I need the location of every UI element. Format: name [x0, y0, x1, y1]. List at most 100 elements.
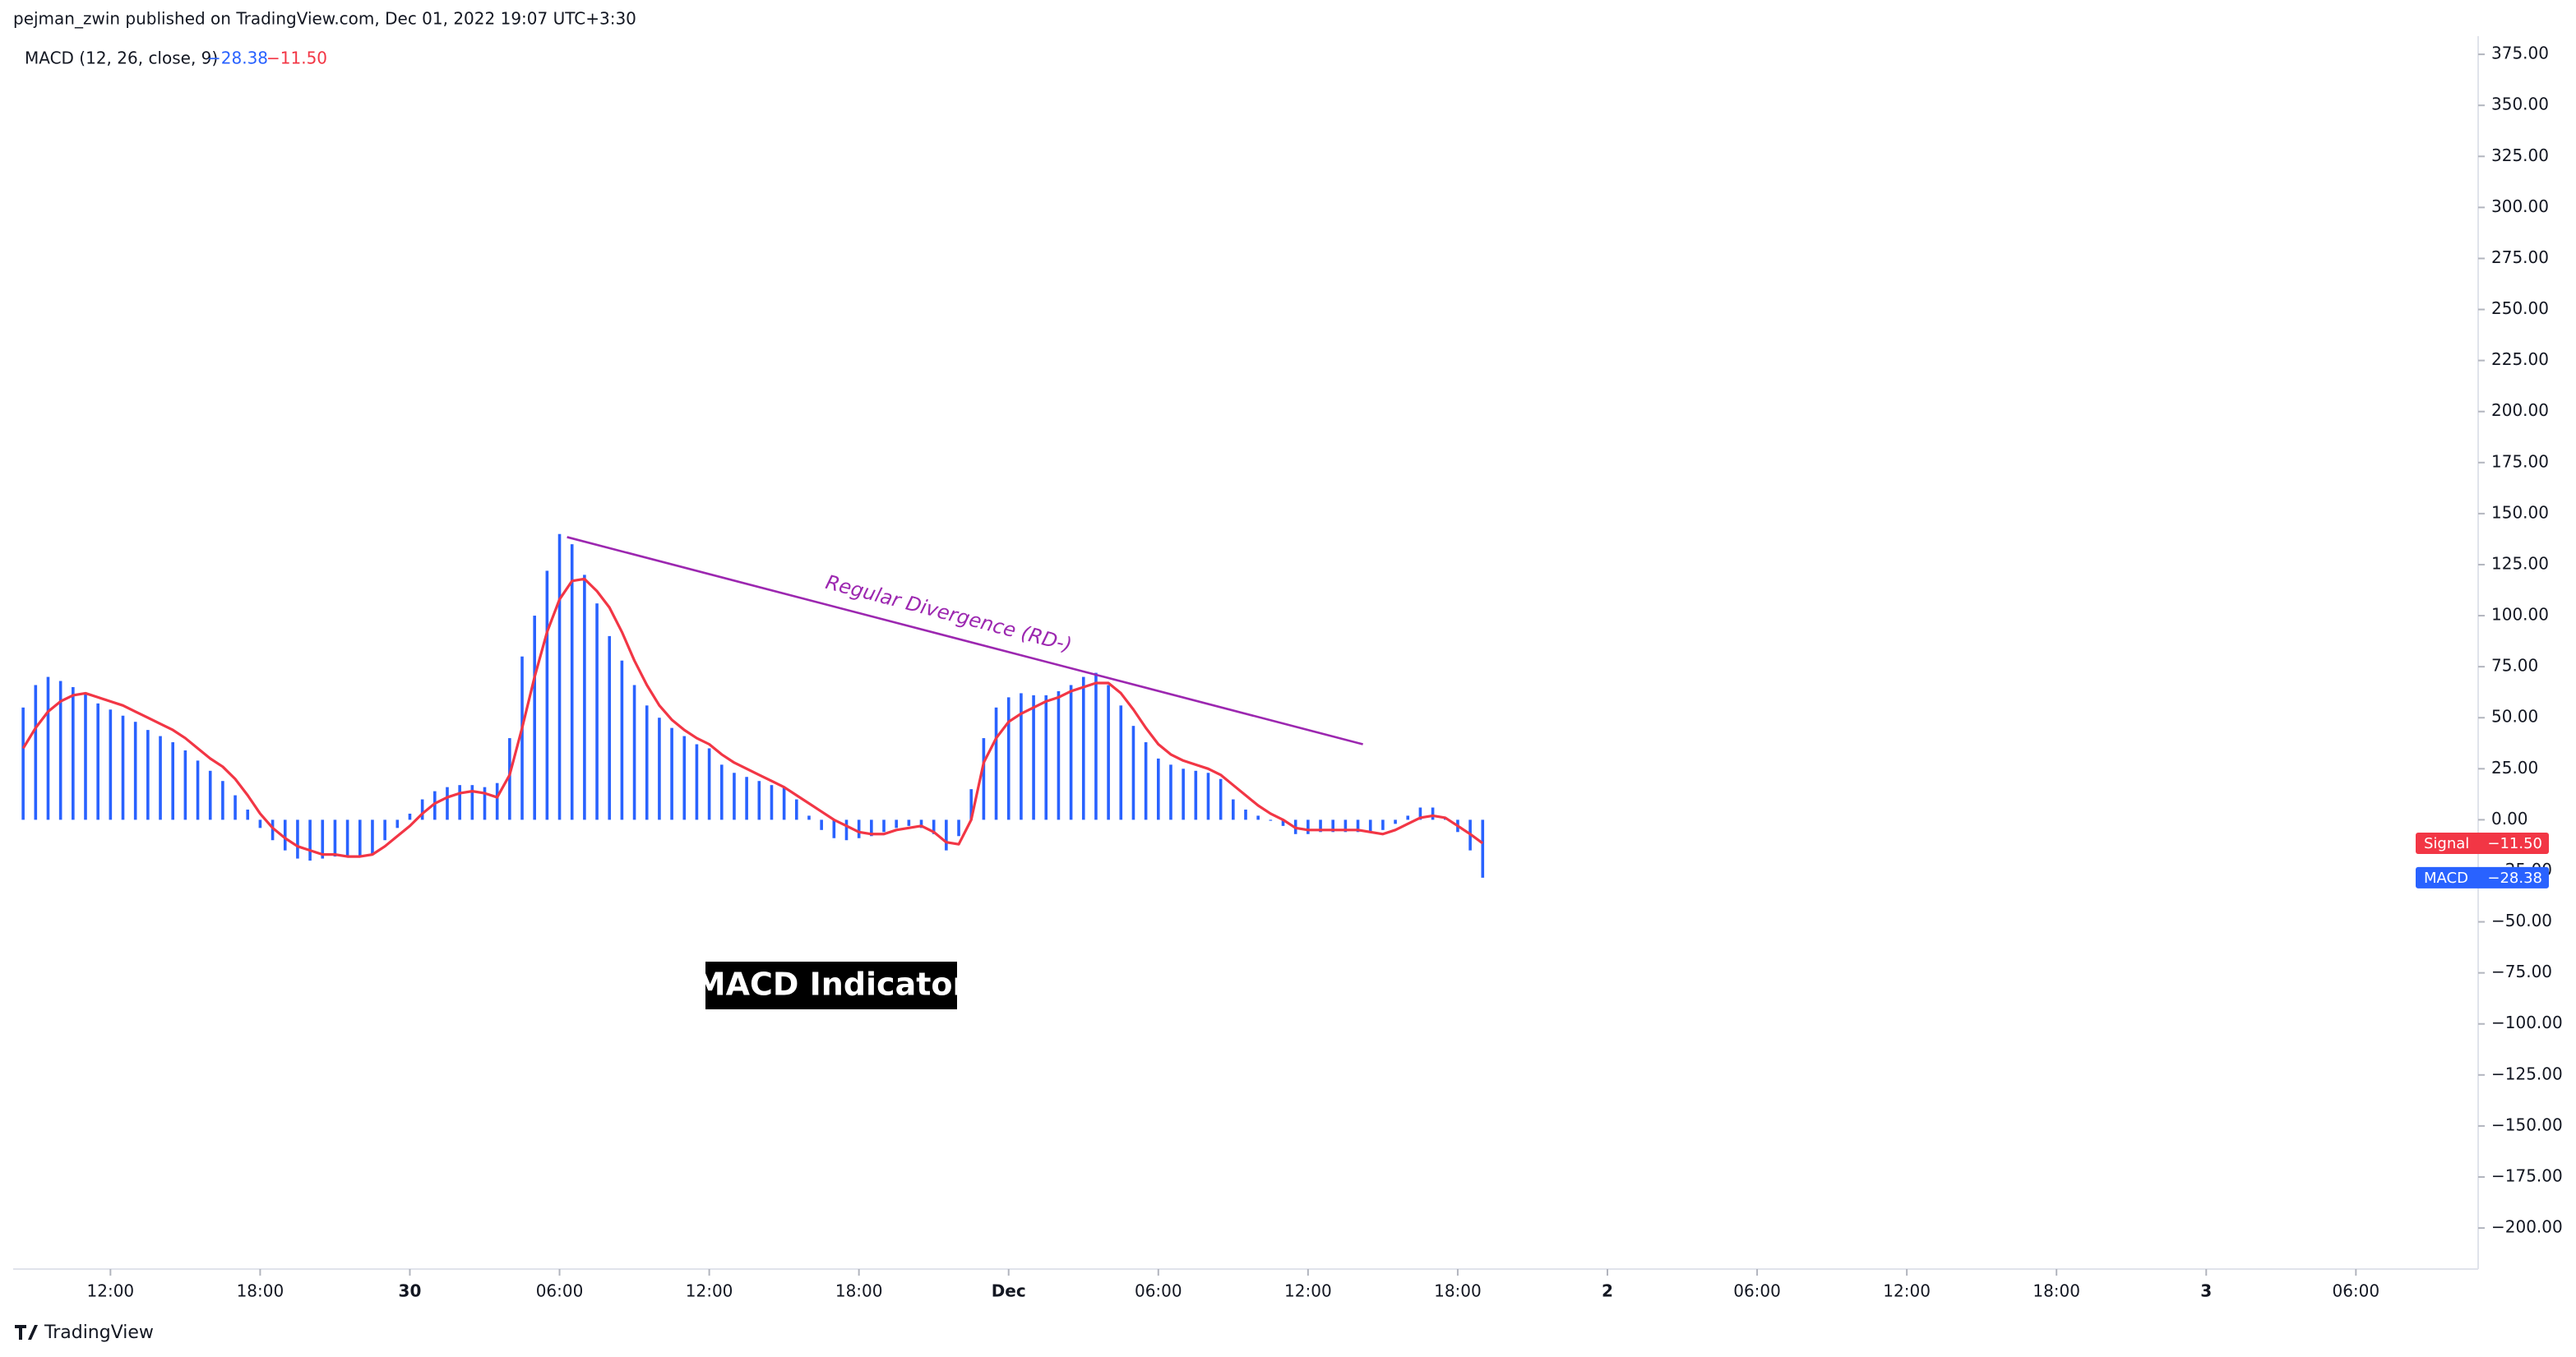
histogram-bar	[1418, 807, 1422, 820]
x-tick-label: 12:00	[686, 1281, 733, 1301]
label-box-text: MACD Indicator	[695, 967, 969, 1003]
y-tick-label: 75.00	[2491, 656, 2538, 676]
histogram-bar	[1232, 799, 1235, 820]
histogram-bar	[495, 782, 499, 820]
histogram-bar	[308, 819, 312, 861]
histogram-bar	[832, 819, 836, 838]
histogram-bar	[645, 705, 649, 820]
histogram-bar	[446, 787, 449, 820]
y-tick-label: −150.00	[2491, 1115, 2563, 1134]
histogram-bar	[520, 656, 524, 820]
histogram-bar	[1219, 778, 1223, 820]
histogram-bar	[1032, 695, 1035, 820]
histogram-bar	[1156, 758, 1160, 820]
y-tick-label: 50.00	[2491, 707, 2538, 727]
y-tick-label: 125.00	[2491, 553, 2549, 573]
y-tick-label: 150.00	[2491, 502, 2549, 522]
histogram-bar	[1343, 819, 1348, 833]
histogram-bar	[795, 799, 798, 820]
price-tag	[2416, 832, 2549, 854]
histogram-bar	[545, 570, 549, 820]
histogram-bar	[171, 742, 175, 820]
plot: 375.00350.00325.00300.00275.00250.00225.…	[21, 44, 2563, 1301]
histogram-bar	[221, 781, 224, 820]
histogram-bar	[1306, 819, 1310, 834]
histogram-bar	[458, 785, 461, 820]
histogram-bar	[1144, 742, 1148, 820]
histogram-bar	[1182, 769, 1185, 820]
histogram-bar	[857, 819, 861, 838]
x-tick-label: 30	[399, 1281, 422, 1301]
histogram-bar	[1006, 697, 1011, 820]
y-tick-label: 200.00	[2491, 400, 2549, 420]
y-tick-label: 375.00	[2491, 44, 2549, 63]
histogram-bar	[296, 819, 299, 859]
histogram-bar	[733, 773, 736, 820]
histogram-bar	[719, 764, 724, 820]
histogram-bar	[1044, 695, 1048, 820]
histogram-bar	[1331, 819, 1335, 833]
price-tag-name: Signal	[2424, 835, 2469, 852]
histogram-bar	[1406, 815, 1410, 820]
histogram-bar	[383, 819, 386, 841]
trendline	[567, 536, 1363, 745]
histogram-bar	[1057, 690, 1061, 820]
histogram-bar	[1281, 819, 1285, 826]
x-tick-label: 06:00	[2332, 1281, 2379, 1301]
histogram-bar	[1081, 676, 1085, 820]
histogram-bar	[682, 736, 687, 820]
histogram-bar	[632, 685, 636, 820]
y-tick-label: −100.00	[2491, 1013, 2563, 1032]
histogram-bar	[583, 575, 586, 820]
x-tick-label: Dec	[992, 1281, 1026, 1301]
histogram-bar	[820, 819, 823, 830]
histogram-bar	[932, 819, 936, 834]
y-tick-label: 325.00	[2491, 145, 2549, 165]
histogram-bar	[121, 715, 125, 820]
histogram-bar	[608, 635, 612, 820]
y-tick-label: −200.00	[2491, 1217, 2563, 1237]
histogram-bar	[508, 738, 511, 820]
histogram-bar	[1020, 693, 1023, 820]
x-tick-label: 18:00	[1434, 1281, 1482, 1301]
logo	[15, 1325, 38, 1340]
x-tick-label: 3	[2200, 1281, 2212, 1301]
histogram-bar	[757, 781, 761, 820]
histogram-bar	[1194, 770, 1198, 820]
histogram-bar	[1356, 819, 1360, 833]
histogram-bar	[1206, 773, 1210, 820]
histogram-bar	[1394, 819, 1397, 824]
histogram-bar	[1481, 819, 1485, 878]
histogram-bar	[1119, 705, 1123, 820]
histogram-bar	[196, 760, 200, 820]
x-tick-label: 12:00	[87, 1281, 135, 1301]
histogram-bar	[109, 709, 113, 820]
histogram-bar	[72, 686, 75, 820]
histogram-bar	[1131, 726, 1135, 820]
histogram-bar	[670, 727, 673, 820]
histogram-bar	[969, 789, 974, 820]
y-tick-label: −75.00	[2491, 962, 2552, 981]
legend-signal-value: −11.50	[266, 48, 327, 68]
histogram-bar	[345, 819, 349, 857]
histogram-bar	[1107, 685, 1110, 820]
y-tick-label: −125.00	[2491, 1064, 2563, 1083]
x-tick-label: 12:00	[1284, 1281, 1332, 1301]
y-tick-label: 100.00	[2491, 605, 2549, 625]
histogram-bar	[707, 748, 711, 820]
price-tag-value: −11.50	[2487, 835, 2542, 852]
x-tick-label: 18:00	[237, 1281, 284, 1301]
histogram-bar	[945, 819, 948, 851]
histogram-bar	[271, 819, 275, 841]
signal-line	[21, 577, 1484, 858]
price-tag	[2416, 866, 2549, 889]
y-tick-label: 350.00	[2491, 95, 2549, 114]
histogram-bar	[1256, 815, 1260, 820]
histogram-bar	[371, 819, 374, 855]
header: pejman_zwin published on TradingView.com…	[13, 9, 636, 29]
histogram-bar	[1244, 809, 1247, 820]
histogram-bar	[957, 819, 960, 837]
histogram-bar	[882, 819, 886, 833]
